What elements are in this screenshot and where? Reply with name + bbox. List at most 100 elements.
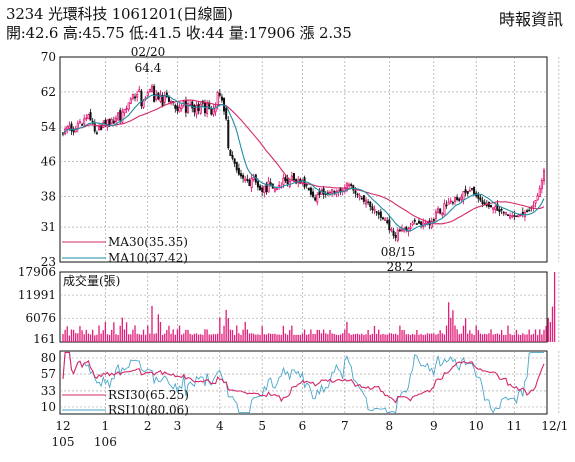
candle (449, 197, 452, 205)
volume-bar (534, 329, 537, 342)
volume-bar (293, 334, 295, 342)
candle-body (494, 206, 497, 210)
volume-bar (96, 334, 98, 342)
volume-bar (111, 329, 113, 342)
candle (178, 103, 181, 113)
candle-body (261, 187, 264, 193)
candle-body (292, 173, 295, 181)
volume-bar (517, 334, 520, 342)
candle-body (458, 198, 461, 201)
volume-bar (335, 334, 338, 342)
volume-tick-label: 161 (33, 332, 56, 346)
volume-frame (59, 271, 548, 343)
volume-bar (492, 334, 494, 342)
candle (70, 121, 73, 136)
candle (148, 88, 151, 93)
volume-bar (437, 333, 439, 342)
volume-bar (553, 272, 556, 342)
candle-body (68, 125, 71, 129)
candle (153, 83, 156, 103)
candle-body (117, 112, 120, 121)
x-tick-label: 10 (469, 419, 484, 433)
volume-bar (208, 334, 210, 342)
volume-bar (464, 318, 467, 342)
volume-bar (325, 333, 327, 342)
volume-bar (246, 329, 249, 342)
candle-body (392, 230, 395, 236)
volume-bar (511, 335, 513, 342)
candle-body (307, 187, 310, 191)
candle (127, 102, 130, 112)
candle-body (460, 196, 463, 200)
candle (523, 209, 526, 222)
volume-bar (369, 334, 371, 342)
candle-body (127, 102, 130, 110)
volume-bar (458, 334, 460, 342)
candle-body (456, 197, 459, 200)
candle-body (93, 123, 96, 132)
volume-bar (238, 333, 240, 342)
volume-bar (108, 334, 111, 342)
volume-bar (295, 334, 297, 342)
candle-body (70, 123, 73, 132)
volume-bar (286, 334, 289, 342)
volume-bar (378, 329, 380, 342)
volume-bar (549, 321, 552, 342)
volume-bar (320, 333, 323, 342)
candle (129, 96, 132, 105)
candle (388, 215, 391, 234)
candle (263, 185, 266, 198)
volume-bar (161, 334, 164, 342)
candle-body (451, 202, 454, 204)
candle-body (318, 191, 321, 196)
volume-bar (265, 334, 268, 342)
candle-body (417, 220, 420, 224)
candle (530, 205, 533, 212)
price-panel: 70 62 54 46 38 31 23 MA30(35.35) MA10(37.42) 02/2… (41, 45, 560, 274)
candle-body (312, 191, 315, 197)
x-tick-label: 4 (216, 419, 224, 433)
candle (532, 201, 535, 212)
volume-tick-label: 11991 (18, 288, 56, 302)
candle (490, 204, 493, 208)
volume-bar (467, 333, 469, 342)
volume-bar (522, 333, 524, 342)
candle-body (195, 105, 198, 115)
volume-bar (87, 333, 90, 342)
volume-bar (75, 333, 77, 342)
candle-body (206, 103, 209, 114)
volume-bar (94, 335, 96, 342)
candle-body (358, 195, 361, 198)
candle-body (286, 178, 289, 185)
candle-body (326, 192, 329, 194)
rsi30-line (62, 351, 545, 404)
candle-body (322, 188, 325, 195)
volume-bar (507, 325, 509, 342)
volume-bar (486, 334, 488, 342)
volume-bar (363, 334, 365, 342)
volume-bar (399, 325, 401, 342)
x-tick-label: 2 (144, 419, 152, 433)
x-tick-label: 12 (55, 419, 70, 433)
volume-bar (113, 322, 115, 342)
volume-bar (346, 321, 348, 342)
candle (536, 192, 539, 201)
chart-title: 3234 光環科技 1061201(日線圖) (6, 5, 233, 23)
candle-body (314, 197, 317, 201)
candle-body (409, 226, 412, 229)
candle-body (102, 122, 105, 128)
candle (386, 217, 389, 225)
volume-bar (460, 333, 463, 342)
candle (326, 190, 329, 197)
candle (150, 83, 154, 93)
candle-body (445, 204, 448, 207)
volume-bar (130, 334, 132, 342)
candle-body (375, 211, 378, 213)
candle-body (515, 215, 518, 218)
volume-bar (500, 330, 503, 342)
price-tick-label: 62 (41, 85, 56, 99)
candle (125, 105, 128, 113)
candle-body (218, 92, 221, 96)
volume-bar (416, 329, 418, 342)
candle-body (398, 229, 401, 232)
